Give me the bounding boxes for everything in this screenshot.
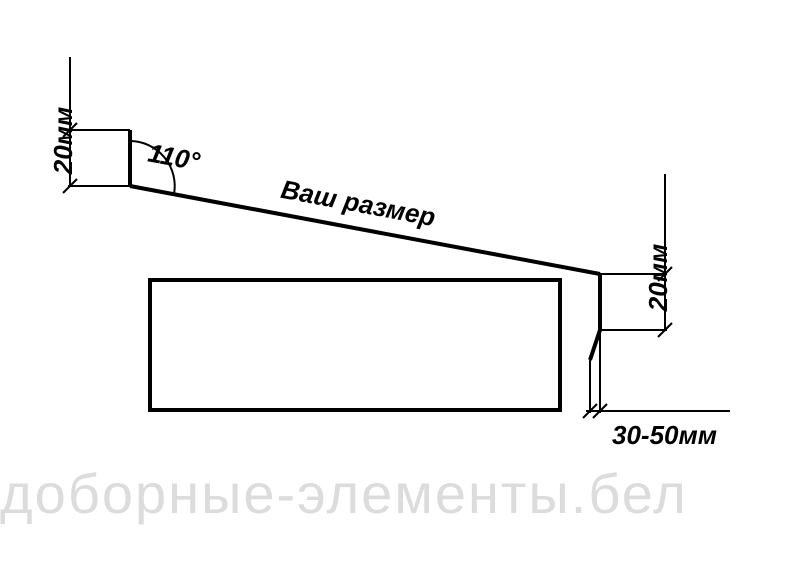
label-drip: 30-50мм xyxy=(612,420,717,451)
block-rect xyxy=(150,280,560,410)
diagram-svg xyxy=(0,0,800,566)
technical-diagram: доборные-элементы.бел xyxy=(0,0,800,566)
drip-kick xyxy=(590,330,600,360)
label-left-flange: 20мм xyxy=(48,107,79,174)
label-right-flange: 20мм xyxy=(643,244,674,311)
